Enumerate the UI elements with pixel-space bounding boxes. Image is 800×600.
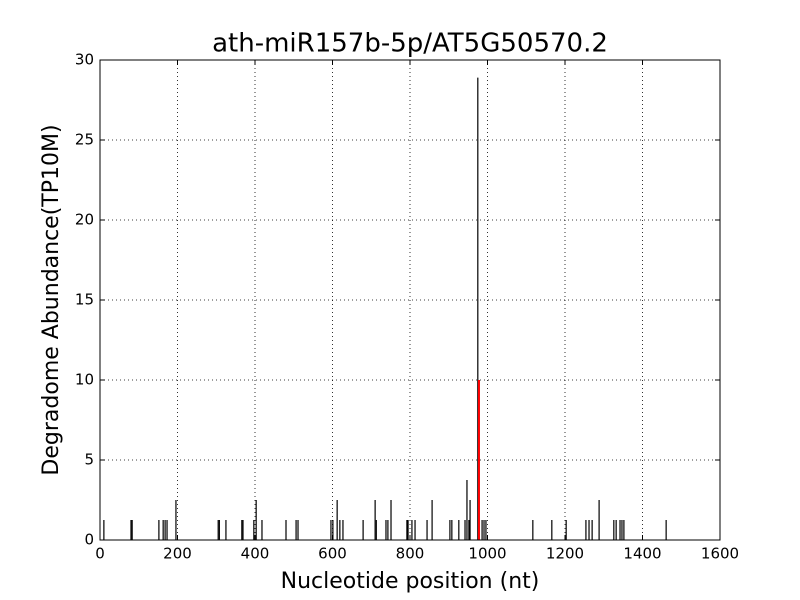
y-tick-label: 0: [84, 531, 94, 549]
y-tick-label: 20: [75, 211, 94, 229]
y-tick-label: 15: [75, 291, 94, 309]
y-tick-label: 25: [75, 131, 94, 149]
x-tick-label: 800: [396, 545, 425, 563]
x-tick-label: 1200: [546, 545, 584, 563]
y-tick-label: 30: [75, 51, 94, 69]
x-tick-label: 600: [318, 545, 347, 563]
x-tick-label: 1600: [701, 545, 739, 563]
x-tick-label: 1400: [623, 545, 661, 563]
y-tick-label: 5: [84, 451, 94, 469]
x-tick-label: 200: [163, 545, 192, 563]
x-tick-label: 0: [95, 545, 105, 563]
x-tick-label: 400: [241, 545, 270, 563]
y-tick-label: 10: [75, 371, 94, 389]
x-axis-label: Nucleotide position (nt): [281, 569, 540, 594]
plot-frame: [99, 59, 721, 541]
x-tick-label: 1000: [468, 545, 506, 563]
chart-title: ath-miR157b-5p/AT5G50570.2: [212, 29, 608, 59]
y-axis-label: Degradome Abundance(TP10M): [39, 124, 64, 475]
